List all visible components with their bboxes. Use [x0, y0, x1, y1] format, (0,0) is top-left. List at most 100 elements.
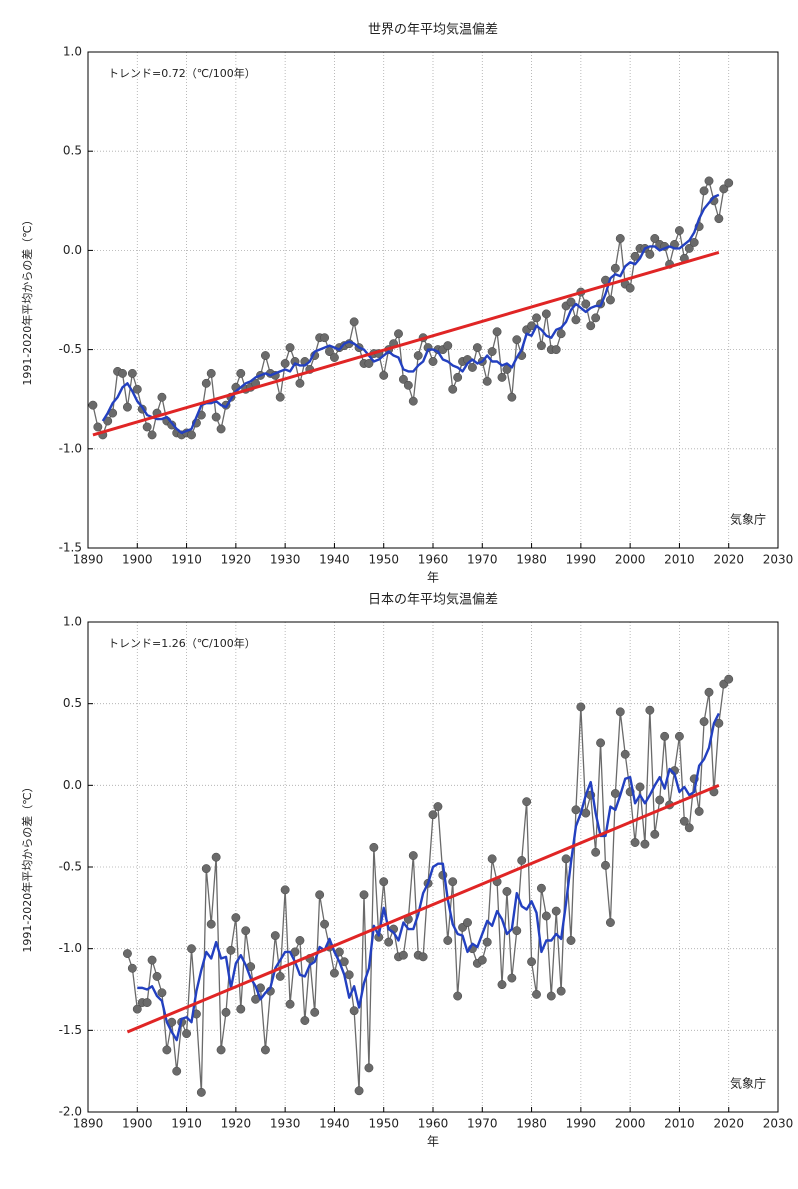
data-point [704, 687, 714, 697]
data-point [561, 854, 571, 864]
data-point [118, 368, 127, 378]
data-point [187, 430, 196, 440]
series-line [92, 180, 730, 436]
data-point [630, 838, 640, 847]
plot-frame [87, 51, 779, 549]
data-point [275, 392, 285, 402]
plot-background [88, 52, 778, 548]
data-point [364, 359, 374, 368]
data-point [379, 370, 389, 380]
x-tick-label: 1970 [467, 553, 498, 567]
data-point [443, 936, 453, 945]
data-point [719, 184, 729, 194]
data-point [236, 1004, 246, 1014]
data-point [546, 991, 556, 1001]
data-point [132, 1004, 142, 1014]
y-tick-label: 1.0 [63, 615, 82, 629]
data-point [527, 957, 537, 967]
data-point [369, 842, 379, 852]
data-point [403, 380, 413, 390]
data-point [532, 989, 541, 999]
data-point [359, 890, 369, 900]
data-point [601, 860, 610, 870]
data-point [270, 931, 280, 941]
x-tick-label: 1890 [73, 553, 104, 567]
data-point [428, 357, 438, 366]
data-point [349, 1006, 359, 1016]
data-point [655, 795, 665, 805]
y-tick-label: -0.5 [59, 342, 82, 356]
y-axis-label: 1991-2020年平均からの差（℃） [20, 214, 34, 385]
data-point [453, 372, 463, 382]
data-point [379, 877, 389, 887]
x-axis-label: 年 [427, 571, 439, 585]
data-point [310, 1007, 320, 1017]
x-tick-label: 1930 [270, 1117, 301, 1131]
x-tick-label: 2010 [664, 553, 695, 567]
data-point [236, 368, 246, 378]
data-point [522, 797, 532, 807]
y-tick-label: 0.0 [63, 778, 82, 792]
data-point [285, 343, 295, 353]
plot-frame [87, 621, 779, 1113]
data-point [122, 949, 132, 959]
data-point [660, 731, 670, 741]
data-point [684, 243, 694, 253]
series-line [92, 250, 720, 437]
x-tick-label: 2000 [615, 553, 646, 567]
y-tick-label: -2.0 [59, 1105, 82, 1119]
data-point [497, 980, 507, 990]
data-point [162, 1045, 172, 1055]
x-tick-label: 1920 [221, 1117, 252, 1131]
x-tick-label: 2020 [713, 553, 744, 567]
series-line [137, 712, 720, 1042]
data-point [182, 1029, 192, 1039]
data-point [581, 299, 591, 309]
data-point [206, 919, 216, 929]
data-point [625, 283, 635, 293]
y-tick-label: 0.0 [63, 243, 82, 257]
source-label: 気象庁 [730, 1076, 766, 1091]
data-point [704, 176, 714, 186]
data-point [674, 731, 684, 741]
x-tick-label: 1910 [171, 553, 202, 567]
chart-title: 世界の年平均気温偏差 [368, 22, 498, 38]
data-point [206, 368, 216, 378]
data-point [536, 883, 546, 893]
data-point [443, 341, 453, 351]
data-point [241, 926, 251, 936]
data-point [512, 335, 522, 345]
data-point [216, 1045, 226, 1055]
x-axis-label: 年 [427, 1135, 439, 1149]
data-point [147, 430, 157, 440]
data-point [502, 364, 512, 374]
y-tick-label: -1.5 [59, 1023, 82, 1037]
data-point [152, 971, 162, 981]
x-tick-label: 1940 [319, 553, 350, 567]
x-tick-label: 1990 [566, 1117, 597, 1131]
data-point [221, 1007, 231, 1017]
y-axis-label: 1991-2020年平均からの差（℃） [20, 781, 34, 952]
data-point [127, 963, 137, 973]
x-tick-label: 1900 [122, 1117, 153, 1131]
data-point [329, 968, 339, 978]
data-point [384, 937, 394, 947]
data-point [364, 1063, 374, 1073]
data-point [536, 341, 546, 351]
data-point [610, 263, 620, 273]
data-point [344, 970, 354, 980]
data-point [201, 378, 211, 388]
data-point [714, 214, 724, 224]
data-point [630, 251, 640, 261]
data-point [482, 937, 492, 947]
data-point [694, 807, 704, 816]
data-point [556, 986, 566, 996]
x-tick-label: 1920 [221, 553, 252, 567]
data-point [122, 402, 132, 412]
data-point [172, 1066, 182, 1076]
data-point [684, 823, 694, 833]
data-point [674, 226, 684, 236]
data-point [127, 368, 137, 378]
data-point [586, 321, 596, 331]
data-point [487, 347, 497, 357]
